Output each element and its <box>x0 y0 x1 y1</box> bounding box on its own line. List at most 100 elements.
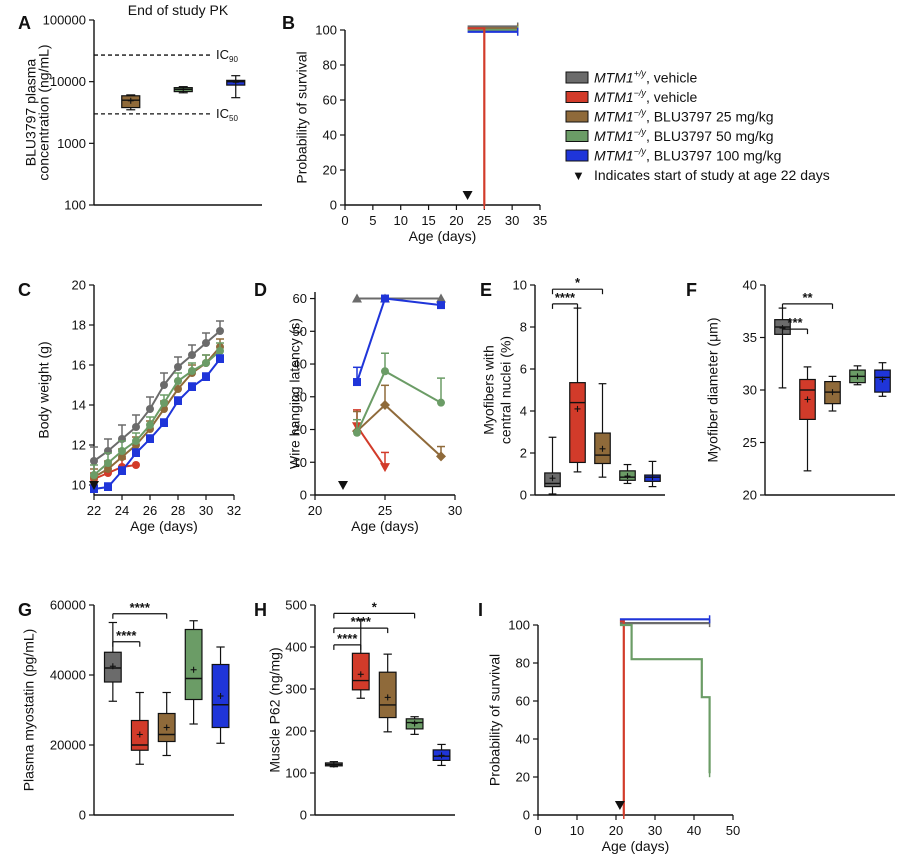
data-point <box>90 471 98 479</box>
legend-label: MTM1−/y, vehicle <box>594 88 698 105</box>
legend-treatment: , vehicle <box>646 70 698 86</box>
legend-genotype: −/y <box>634 147 647 157</box>
y-tick-label: 500 <box>285 598 307 613</box>
y-tick-label: 20000 <box>50 738 86 753</box>
box-1 <box>130 691 149 765</box>
x-axis-label: Age (days) <box>602 838 670 854</box>
box-3 <box>405 716 424 735</box>
box-0 <box>103 621 122 702</box>
study-start-arrow-icon <box>614 801 625 810</box>
significance-bracket: **** <box>333 631 362 650</box>
data-point <box>381 367 389 376</box>
y-tick-label: 16 <box>72 358 86 373</box>
study-start-arrow-icon <box>338 481 348 490</box>
series-0 <box>90 320 224 465</box>
series-line <box>619 620 625 815</box>
y-tick-label: 40000 <box>50 668 86 683</box>
data-point <box>352 293 362 303</box>
y-tick-label: 30 <box>743 383 757 398</box>
y-tick-label: 100000 <box>43 13 86 28</box>
series-line <box>356 425 386 468</box>
data-point <box>436 293 446 303</box>
y-axis-label: Myofiber diameter (μm) <box>705 318 721 463</box>
x-tick-label: 0 <box>341 213 348 228</box>
box-2 <box>824 375 841 412</box>
significance-label: **** <box>337 631 358 646</box>
significance-label: *** <box>787 315 803 330</box>
legend-genotype: −/y <box>634 127 647 137</box>
panel-letter: A <box>18 13 31 33</box>
x-tick-label: 20 <box>449 213 463 228</box>
study-start-arrow-icon <box>89 481 99 490</box>
x-tick-label: 10 <box>570 823 584 838</box>
x-tick-label: 32 <box>227 503 241 518</box>
legend-label: MTM1−/y, BLU3797 25 mg/kg <box>594 108 774 125</box>
data-point <box>216 355 224 363</box>
x-tick-label: 25 <box>477 213 491 228</box>
y-tick-label: 0 <box>520 488 527 503</box>
data-point <box>118 447 126 455</box>
y-tick-label: 12 <box>72 438 86 453</box>
panel-E: E 0 2 4 6 8 10 Myofibers with central nuclei (%)… <box>480 275 665 503</box>
data-point <box>436 451 446 462</box>
data-point <box>146 435 154 443</box>
y-tick-label: 10 <box>72 478 86 493</box>
series-3 <box>467 27 519 36</box>
legend-label: MTM1+/y, vehicle <box>594 69 698 86</box>
y-tick-label: 10 <box>513 278 527 293</box>
x-axis-label: Age (days) <box>409 228 477 244</box>
significance-label: ** <box>802 290 813 305</box>
x-tick-label: 30 <box>505 213 519 228</box>
legend-gene: MTM1 <box>594 70 634 86</box>
y-tick-label: 40 <box>293 357 307 372</box>
box-0 <box>774 307 791 389</box>
x-tick-label: 0 <box>534 823 541 838</box>
y-tick-label: 0 <box>79 808 86 823</box>
y-tick-label: 200 <box>285 724 307 739</box>
x-tick-label: 28 <box>171 503 185 518</box>
legend-genotype: +/y <box>634 69 647 79</box>
legend-item: MTM1+/y, vehicle <box>565 69 698 86</box>
data-point <box>132 437 140 445</box>
y-tick-label: 50 <box>293 324 307 339</box>
box-0 <box>544 436 561 495</box>
box-2 <box>594 383 611 478</box>
data-point <box>132 449 140 457</box>
significance-label: * <box>575 275 581 290</box>
legend-gene: MTM1 <box>594 89 634 105</box>
y-tick-label: 60 <box>293 291 307 306</box>
panel-A: A 100 1000 10000 100000 BLU3797 plasmaconcent… <box>18 2 262 213</box>
significance-bracket: *** <box>781 315 809 335</box>
y-tick-label: 60000 <box>50 598 86 613</box>
y-tick-label: 400 <box>285 640 307 655</box>
study-start-arrow-icon <box>462 191 473 200</box>
data-point <box>174 385 182 393</box>
box-4 <box>211 646 230 744</box>
box-3 <box>849 365 866 386</box>
legend-item: MTM1−/y, BLU3797 25 mg/kg <box>565 108 774 125</box>
box-0 <box>324 761 343 768</box>
panel-letter: D <box>254 280 267 300</box>
box-3 <box>619 463 636 485</box>
box-2 <box>157 691 176 757</box>
data-point <box>216 327 224 335</box>
x-tick-label: 5 <box>369 213 376 228</box>
significance-label: * <box>372 599 378 614</box>
y-tick-label: 20 <box>323 163 337 178</box>
x-tick-label: 40 <box>687 823 701 838</box>
legend-treatment: , vehicle <box>646 89 698 105</box>
y-tick-label: 100 <box>285 766 307 781</box>
y-tick-label: 40 <box>516 732 530 747</box>
x-tick-label: 50 <box>726 823 740 838</box>
y-axis-label: concentration (ng/mL) <box>36 44 52 180</box>
legend-swatch <box>565 130 589 142</box>
reference-label: IC90 <box>216 47 238 64</box>
y-tick-label: 60 <box>516 694 530 709</box>
data-point <box>90 457 98 465</box>
data-point <box>160 381 168 389</box>
significance-label: **** <box>130 600 151 615</box>
series-line <box>356 369 442 434</box>
significance-label: **** <box>116 628 137 643</box>
data-point <box>118 453 126 461</box>
